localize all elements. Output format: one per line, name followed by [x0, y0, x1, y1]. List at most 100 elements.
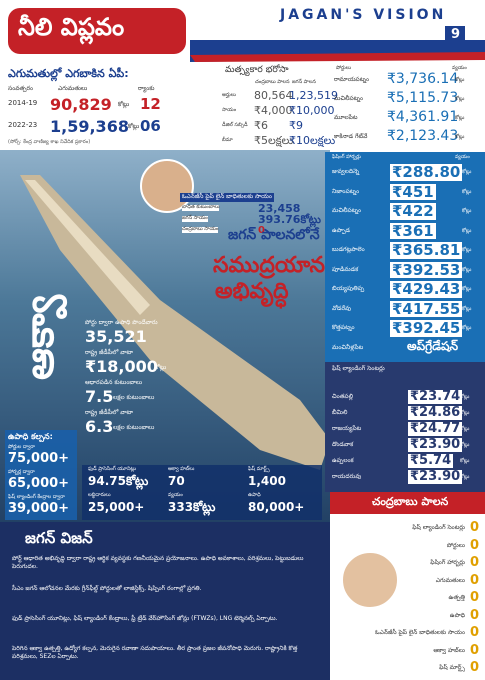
naidu-value: 0 [470, 625, 480, 640]
landing-cost: ₹23.90 [408, 437, 463, 453]
box-value: 70 [168, 474, 185, 488]
row-label: బాధిత కుటుంబాలు [182, 204, 220, 211]
vision-bullet: ఫుడ్ ప్రాసెసింగ్ యూనిట్లు, ఫిష్ ల్యాండిం… [12, 615, 278, 622]
column-header: ర్యాంకు [138, 85, 155, 92]
naidu-label: పోర్టులు [446, 541, 465, 549]
harbor-name: వోడరేవు [332, 304, 352, 312]
unit: కోట్లు [128, 123, 140, 130]
naidu-value: 0 [470, 660, 480, 675]
unit: కోట్లు [455, 77, 465, 83]
row-label: డీజిల్ సబ్సిడీ [222, 122, 248, 128]
naidu-label: ఉత్పత్తి [448, 594, 465, 601]
vision-bullet: పోర్ట్ ఆధారిత అభివృద్ధి ద్వారా రాష్ట్ర ఆ… [12, 555, 304, 571]
rank: 12 [140, 95, 161, 113]
port-name: రామాయపట్నం [334, 76, 370, 83]
naidu-label: ఉపాధి [449, 611, 465, 619]
stat-label: రాష్ట్ర జీడీపీలో వాటా [85, 409, 134, 416]
employment-value: 65,000+ [8, 476, 70, 491]
unit: కోట్లు [455, 134, 465, 140]
naidu-value: ₹6 [254, 119, 268, 132]
harbor-cost: అప్‌గ్రేడేషన్ [407, 338, 458, 353]
naidu-value: 0 [470, 642, 480, 658]
jagan-value: ₹10,000 [289, 104, 335, 117]
employment-label: హార్బర్ల ద్వారా [8, 469, 35, 475]
unit: కోట్లు [460, 442, 470, 448]
landing-cost: ₹5.74 [408, 453, 454, 469]
aqua-vertical: ఆక్వా [17, 295, 63, 380]
landing-name: రాయదరువు [332, 473, 362, 480]
harbor-cost: ₹361 [390, 221, 436, 240]
box-label: వ్యయం [168, 492, 183, 498]
caption: అభివృద్ధి [215, 279, 289, 304]
title: నీలి విప్లవం [18, 13, 125, 41]
box-label: లబ్ధిదారులు [88, 492, 111, 498]
stat-label: రాష్ట్ర జీడీపీలో వాటా [85, 349, 134, 356]
naidu-value: 0 [470, 572, 480, 588]
jagan-value: ₹10లక్షలు [289, 134, 336, 147]
port-name: మూలపేట [334, 114, 358, 121]
rank: 06 [140, 117, 161, 135]
column-header: ఫిష్ ల్యాండింగ్ సెంటర్లు [332, 365, 385, 372]
column-header: పోర్టులు [336, 65, 352, 71]
landing-name: చింతపల్లి [332, 393, 353, 400]
column-header: జగన్ పాలన [292, 79, 316, 85]
harbor-cost: ₹417.55 [390, 299, 463, 318]
caption: సముద్రయాన [213, 253, 325, 278]
landing-cost: ₹24.86 [408, 405, 463, 421]
stat-label: పోర్టు ద్వారా ఉపాధి పొందేవారు [85, 319, 158, 326]
landing-name: బీమిలి [332, 409, 348, 416]
naidu-label: ఆక్వా హబ్‌లు [433, 646, 465, 654]
box-label: ఆక్వా హబ్‌లు [168, 466, 195, 472]
employment-value: 75,000+ [8, 451, 70, 466]
harbor-name: నిజాంపట్నం [332, 187, 360, 195]
box-label: ఫిష్ మార్ట్స్ [248, 466, 270, 472]
unit: కోట్లు [455, 96, 465, 102]
year: 2014-19 [8, 99, 38, 107]
port-cost: ₹2,123.43 [387, 128, 459, 144]
stat-unit: కోట్లు [155, 364, 167, 371]
harbor-cost: ₹451 [390, 182, 436, 201]
row-label: బీమా [222, 137, 233, 143]
naidu-label: ఓఎన్‌జీసీ పైప్ లైన్ బాధితులకు సాయం [375, 629, 465, 636]
naidu-label: ఎగుమతులు [435, 576, 465, 584]
exports-title: ఎగుమతుల్లో ఎగబాకిన ఏపీ: [8, 67, 129, 80]
box-label: ఉపాధి [248, 492, 261, 498]
port-cost: ₹5,115.73 [387, 90, 459, 106]
unit: కోట్లు [460, 474, 470, 480]
unit: కోట్లు [462, 247, 472, 253]
note: (సోర్స్: కేంద్ర వాణిజ్య శాఖ నివేదిక ప్రక… [8, 139, 91, 145]
box-value: 1,400 [248, 474, 286, 488]
harbor-cost: ₹392.53 [390, 260, 463, 279]
naidu-label: ఫిషింగ్ హార్బర్లు [430, 559, 465, 566]
unit: కోట్లు [462, 188, 472, 195]
row-label: జగన్ సాయం [182, 215, 208, 222]
harbor-cost: ₹429.43 [390, 280, 463, 298]
landing-name: దొండవాక [332, 441, 354, 448]
unit: కోట్లు [460, 394, 470, 400]
employment-title: ఉపాధి కల్పన: [8, 432, 53, 441]
row-value: 0 [258, 225, 265, 236]
unit: కోట్లు [462, 305, 472, 312]
naidu-value: 0 [470, 520, 480, 535]
jagan-value: ₹9 [289, 119, 303, 132]
harbor-cost: ₹422 [390, 202, 436, 220]
jagan-value: 1,23,519 [289, 89, 338, 102]
harbor-name: కొత్తపట్నం [332, 324, 355, 331]
naidu-value: ₹5లక్షలు [254, 134, 294, 147]
landing-name: రాజయ్యపేట [332, 425, 362, 432]
stat-value: 35,521 [85, 327, 147, 346]
unit: కోట్లు [462, 208, 472, 214]
unit: కోట్లు [462, 227, 472, 234]
harbor-name: జువ్వలదిన్నె [332, 168, 360, 175]
brand: JAGAN'S VISION [280, 7, 447, 23]
box-value: 94.75కోట్లు [88, 474, 149, 488]
naidu-value: 0 [470, 590, 480, 605]
unit: కోట్లు [462, 169, 472, 175]
port-name: కాకినాడ గేట్‌వే [334, 133, 368, 140]
page-number: 9 [451, 27, 461, 42]
naidu-label: ఫిష్ మార్ట్స్ [439, 664, 465, 671]
column-header: వ్యయం [452, 65, 467, 71]
box-value: 80,000+ [248, 500, 305, 514]
harbor-name: బియ్యపుతిప్ప [332, 285, 365, 292]
